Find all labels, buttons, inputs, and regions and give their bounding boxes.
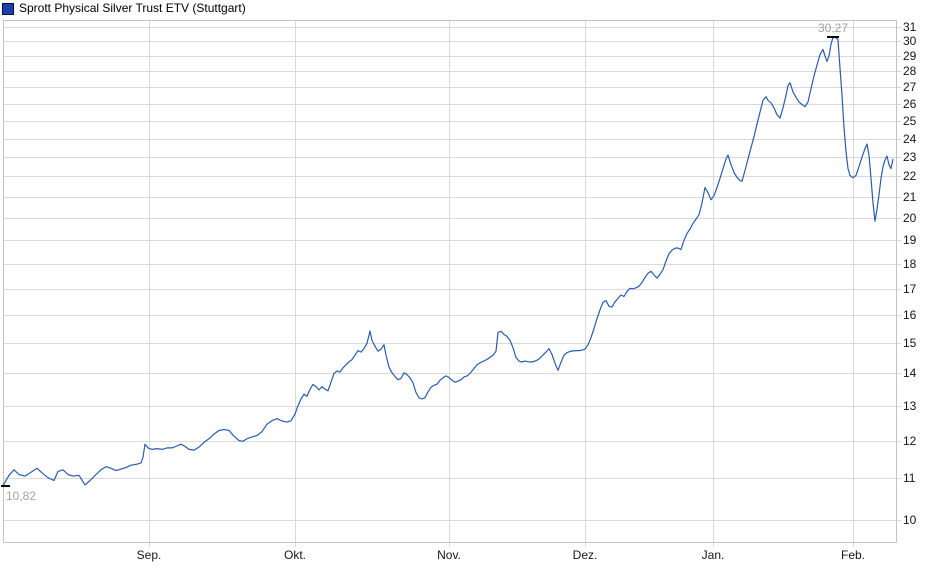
chart-title: Sprott Physical Silver Trust ETV (Stuttg… bbox=[19, 1, 246, 15]
y-axis-label: 12 bbox=[903, 434, 917, 448]
y-gridline bbox=[3, 343, 901, 344]
x-gridline bbox=[295, 20, 296, 547]
x-gridline bbox=[713, 20, 714, 547]
y-axis-label: 28 bbox=[903, 64, 917, 78]
y-gridline bbox=[3, 41, 901, 42]
y-axis-label: 23 bbox=[903, 150, 917, 164]
y-gridline bbox=[3, 406, 901, 407]
period-high-label: 30,27 bbox=[817, 21, 849, 35]
x-axis-label: Sep. bbox=[136, 548, 162, 562]
y-gridline bbox=[3, 240, 901, 241]
y-gridline bbox=[3, 315, 901, 316]
y-axis-label: 31 bbox=[903, 20, 917, 34]
x-axis-label: Okt. bbox=[283, 548, 307, 562]
x-gridline bbox=[585, 20, 586, 547]
y-gridline bbox=[3, 139, 901, 140]
y-gridline bbox=[3, 520, 901, 521]
y-axis-label: 18 bbox=[903, 257, 917, 271]
x-axis-label: Feb. bbox=[840, 548, 866, 562]
y-axis-label: 14 bbox=[903, 366, 917, 380]
y-gridline bbox=[3, 104, 901, 105]
legend-color-swatch-icon bbox=[2, 2, 14, 15]
y-axis-label: 22 bbox=[903, 169, 917, 183]
y-gridline bbox=[3, 478, 901, 479]
y-gridline bbox=[3, 121, 901, 122]
y-gridline bbox=[3, 218, 901, 219]
x-axis-label: Nov. bbox=[437, 548, 461, 562]
period-low-tick bbox=[1, 485, 10, 487]
y-axis-label: 10 bbox=[903, 513, 917, 527]
y-axis-label: 11 bbox=[903, 471, 916, 485]
y-gridline bbox=[3, 176, 901, 177]
y-axis-label: 25 bbox=[903, 114, 917, 128]
y-axis-label: 30 bbox=[903, 34, 917, 48]
y-gridline bbox=[3, 441, 901, 442]
y-gridline bbox=[3, 56, 901, 57]
y-axis-label: 26 bbox=[903, 97, 917, 111]
y-gridline bbox=[3, 289, 901, 290]
y-axis-label: 20 bbox=[903, 211, 917, 225]
period-high-tick bbox=[827, 36, 839, 38]
y-gridline bbox=[3, 197, 901, 198]
y-axis-label: 15 bbox=[903, 336, 917, 350]
legend: Sprott Physical Silver Trust ETV (Stuttg… bbox=[2, 2, 246, 15]
y-axis-label: 29 bbox=[903, 49, 917, 63]
y-gridline bbox=[3, 373, 901, 374]
x-gridline bbox=[449, 20, 450, 547]
y-gridline bbox=[3, 157, 901, 158]
y-axis-label: 16 bbox=[903, 308, 917, 322]
y-axis-label: 24 bbox=[903, 132, 917, 146]
plot-area bbox=[3, 20, 897, 543]
y-axis-label: 13 bbox=[903, 399, 917, 413]
x-gridline bbox=[149, 20, 150, 547]
y-axis-label: 17 bbox=[903, 282, 917, 296]
y-gridline bbox=[3, 264, 901, 265]
y-gridline bbox=[3, 27, 901, 28]
x-axis-label: Dez. bbox=[572, 548, 598, 562]
y-gridline bbox=[3, 87, 901, 88]
period-low-label: 10,82 bbox=[6, 489, 37, 503]
y-axis-label: 27 bbox=[903, 80, 917, 94]
x-gridline bbox=[853, 20, 854, 547]
x-axis-label: Jan. bbox=[701, 548, 725, 562]
y-gridline bbox=[3, 71, 901, 72]
y-axis-label: 19 bbox=[903, 233, 917, 247]
y-axis-label: 21 bbox=[903, 190, 917, 204]
